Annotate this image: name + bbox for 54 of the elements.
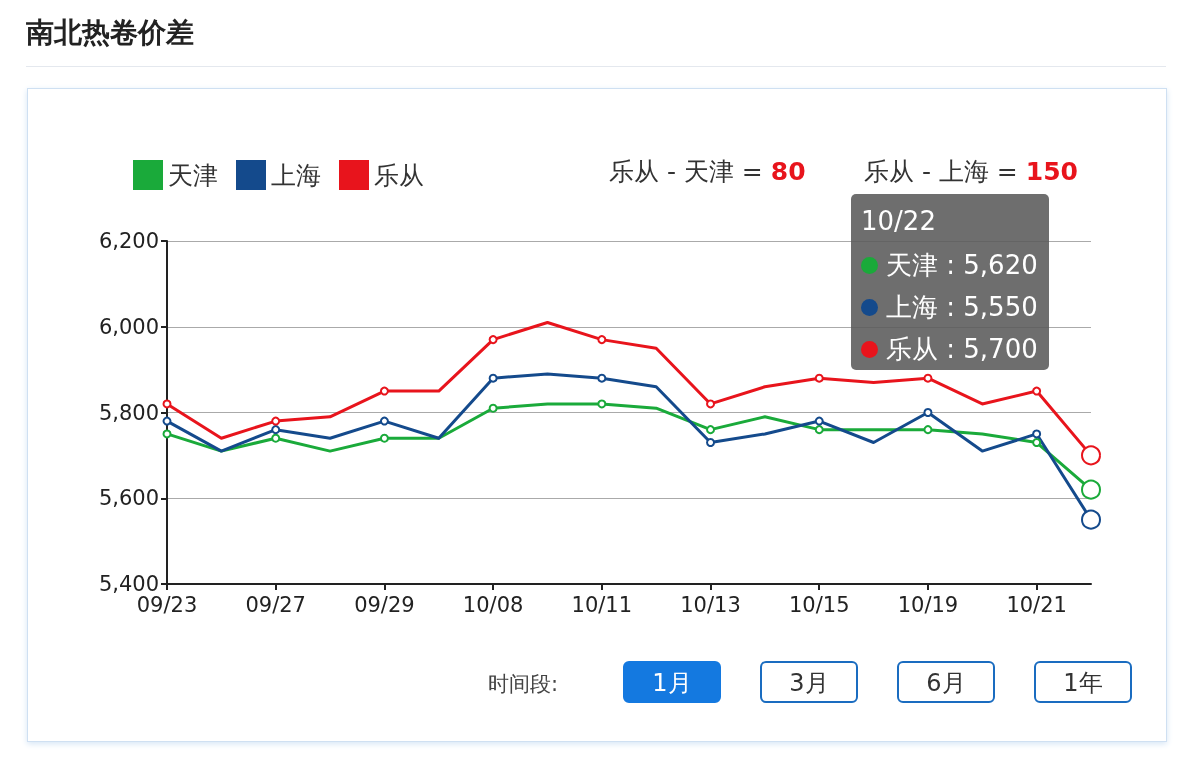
point <box>379 416 389 426</box>
point <box>706 425 716 435</box>
point <box>706 438 716 448</box>
point <box>814 425 824 435</box>
point <box>379 433 389 443</box>
point <box>271 416 281 426</box>
y-tick-label: 5,600 <box>98 486 159 511</box>
point <box>1032 429 1042 439</box>
x-tick-label: 10/08 <box>462 592 524 617</box>
point <box>162 429 172 439</box>
annotation: 天津 : 5,620 <box>886 250 1038 280</box>
period-button[interactable]: 3月 <box>760 661 858 703</box>
point <box>597 335 607 345</box>
point <box>1032 438 1042 448</box>
point <box>923 408 933 417</box>
point <box>488 335 498 345</box>
annotation: 乐从 : 5,700 <box>886 334 1038 364</box>
point <box>162 399 172 409</box>
point <box>923 373 933 383</box>
point <box>597 399 607 409</box>
y-tick-label: 6,200 <box>98 229 159 253</box>
text: 乐从 - 天津 = 80 <box>609 156 806 188</box>
y-tick-label: 5,800 <box>98 400 159 425</box>
legend-label: 乐从 <box>374 160 424 190</box>
x-tick-label: 10/21 <box>1006 592 1067 617</box>
point <box>379 386 389 396</box>
period-button[interactable]: 1年 <box>1034 661 1132 703</box>
annotation: 上海 : 5,550 <box>886 292 1038 322</box>
point <box>1032 386 1042 396</box>
x-tick-label: 09/27 <box>245 592 306 617</box>
point <box>271 433 281 443</box>
point <box>814 373 824 383</box>
x-tick-label: 10/11 <box>571 592 633 617</box>
point <box>814 416 824 426</box>
x-tick-label: 10/19 <box>897 592 959 617</box>
text: 乐从 - 上海 = 150 <box>864 156 1078 188</box>
point <box>923 425 933 435</box>
x-tick-label: 10/13 <box>680 592 741 617</box>
legend-label: 上海 <box>271 160 321 190</box>
text: 时间段: <box>488 671 559 698</box>
point <box>706 399 716 409</box>
chart-title: 南北热卷价差 <box>26 15 194 51</box>
x-tick-label: 09/29 <box>354 592 415 617</box>
point <box>271 425 281 435</box>
point <box>488 373 498 383</box>
x-tick-label: 10/15 <box>788 592 850 617</box>
period-button[interactable]: 1月 <box>623 661 721 703</box>
legend-label: 天津 <box>168 160 218 190</box>
point <box>488 403 498 413</box>
period-button[interactable]: 6月 <box>897 661 995 703</box>
y-tick-label: 6,000 <box>98 314 159 339</box>
text: 10/22 <box>861 206 936 236</box>
point <box>597 373 607 383</box>
point <box>162 416 172 426</box>
